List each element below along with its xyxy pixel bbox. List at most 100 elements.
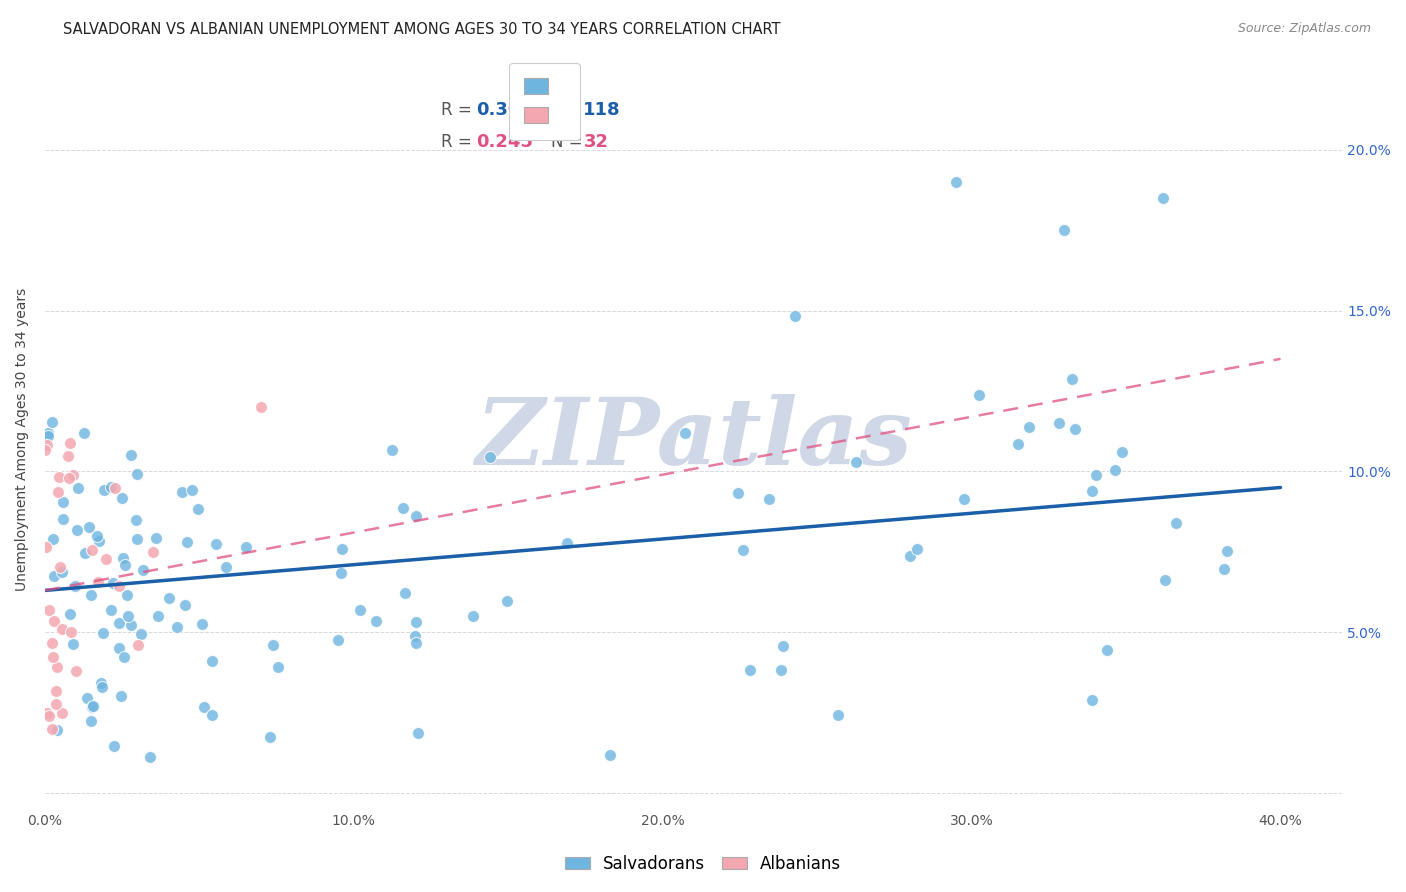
Point <box>62 468 84 483</box>
Point <box>380 443 402 458</box>
Point <box>120 617 142 632</box>
Point <box>41 636 63 650</box>
Point <box>93 483 115 498</box>
Point <box>557 536 579 550</box>
Point <box>34 443 56 458</box>
Legend:   ,   : , <box>509 63 579 140</box>
Point <box>326 633 349 648</box>
Point <box>41 722 63 736</box>
Point <box>758 492 780 507</box>
Point <box>35 706 58 720</box>
Point <box>1152 191 1174 205</box>
Point <box>967 388 990 402</box>
Point <box>51 565 73 579</box>
Text: 118: 118 <box>583 102 621 120</box>
Point <box>79 588 101 602</box>
Point <box>166 620 188 634</box>
Point <box>170 485 193 500</box>
Point <box>65 664 87 678</box>
Point <box>48 485 70 500</box>
Point <box>66 524 89 538</box>
Point <box>62 637 84 651</box>
Point <box>330 566 353 580</box>
Point <box>111 551 134 566</box>
Point <box>52 511 75 525</box>
Point <box>80 699 103 714</box>
Point <box>114 558 136 572</box>
Point <box>86 528 108 542</box>
Point <box>42 614 65 628</box>
Point <box>117 609 139 624</box>
Point <box>1104 463 1126 477</box>
Point <box>1154 573 1177 587</box>
Point <box>1111 445 1133 459</box>
Point <box>1081 484 1104 499</box>
Point <box>394 586 416 600</box>
Point <box>496 594 519 608</box>
Point <box>733 543 755 558</box>
Point <box>72 425 94 440</box>
Point <box>41 416 63 430</box>
Point <box>112 650 135 665</box>
Point <box>108 641 131 656</box>
Point <box>1081 693 1104 707</box>
Point <box>77 520 100 534</box>
Point <box>330 542 353 557</box>
Point <box>250 400 273 414</box>
Point <box>1053 223 1076 237</box>
Point <box>176 534 198 549</box>
Point <box>91 625 114 640</box>
Text: N =: N = <box>551 102 582 120</box>
Point <box>783 309 806 323</box>
Text: R =: R = <box>440 133 471 151</box>
Point <box>1084 467 1107 482</box>
Point <box>37 429 59 443</box>
Point <box>87 534 110 549</box>
Point <box>87 575 110 590</box>
Point <box>73 546 96 560</box>
Point <box>1164 516 1187 530</box>
Point <box>349 603 371 617</box>
Point <box>1215 544 1237 558</box>
Point <box>48 470 70 484</box>
Point <box>181 483 204 497</box>
Point <box>141 545 163 559</box>
Point <box>1064 422 1087 436</box>
Point <box>115 588 138 602</box>
Point <box>100 479 122 493</box>
Point <box>132 564 155 578</box>
Point <box>945 175 967 189</box>
Point <box>37 425 59 440</box>
Point <box>235 540 257 554</box>
Point <box>1047 416 1070 430</box>
Text: 0.245: 0.245 <box>475 133 533 151</box>
Point <box>479 450 502 464</box>
Point <box>58 607 80 621</box>
Point <box>1007 437 1029 451</box>
Point <box>63 579 86 593</box>
Point <box>51 622 73 636</box>
Point <box>45 684 67 698</box>
Point <box>267 660 290 674</box>
Text: N =: N = <box>551 133 582 151</box>
Point <box>108 579 131 593</box>
Point <box>51 706 73 721</box>
Point <box>38 709 60 723</box>
Point <box>769 663 792 677</box>
Point <box>90 675 112 690</box>
Point <box>193 700 215 714</box>
Point <box>56 449 79 463</box>
Point <box>127 638 149 652</box>
Point <box>129 626 152 640</box>
Point <box>82 698 104 713</box>
Point <box>845 455 868 469</box>
Text: Source: ZipAtlas.com: Source: ZipAtlas.com <box>1237 22 1371 36</box>
Point <box>406 725 429 739</box>
Point <box>215 560 238 574</box>
Legend: Salvadorans, Albanians: Salvadorans, Albanians <box>558 848 848 880</box>
Point <box>148 609 170 624</box>
Point <box>45 659 67 673</box>
Point <box>905 541 928 556</box>
Point <box>145 531 167 545</box>
Point <box>405 508 427 523</box>
